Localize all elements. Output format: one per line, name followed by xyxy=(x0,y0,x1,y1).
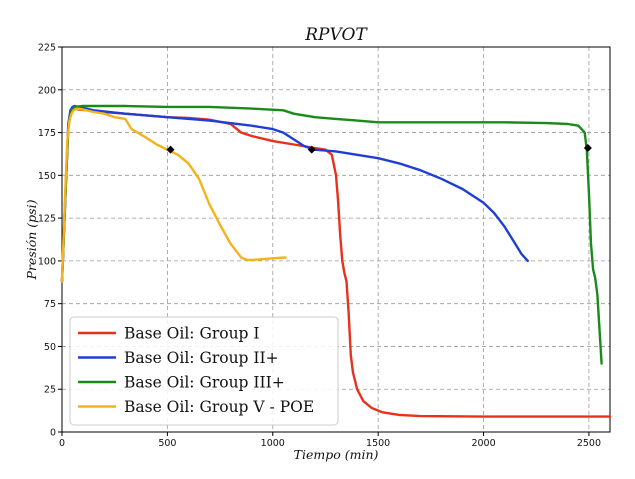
y-tick-label: 175 xyxy=(38,128,56,139)
diamond-marker-1 xyxy=(166,145,175,154)
legend: Base Oil: Group I Base Oil: Group II+ Base… xyxy=(69,316,339,426)
legend-entry-label: Base Oil: Group V - POE xyxy=(124,398,314,416)
legend-entry-label: Base Oil: Group I xyxy=(124,325,260,343)
x-tick-label: 500 xyxy=(158,438,176,449)
legend-box xyxy=(69,316,339,426)
diamond-markers xyxy=(166,143,592,154)
x-tick-label: 0 xyxy=(59,438,65,449)
x-axis-label: Tiempo (min) xyxy=(294,447,379,462)
plot-area-frame xyxy=(61,46,611,433)
legend-entry-label: Base Oil: Group III+ xyxy=(124,374,285,392)
y-tick-label: 225 xyxy=(38,43,56,54)
axis-ticks: 0 500 1000 1500 2000 2500 0 25 50 75 100 125 150 175 2… xyxy=(38,43,601,450)
y-tick-label: 125 xyxy=(38,214,56,225)
series-line-3 xyxy=(60,104,603,365)
legend-entry-label: Base Oil: Group II+ xyxy=(124,349,279,367)
diamond-marker-2 xyxy=(307,145,316,154)
x-tick-label: 1000 xyxy=(261,438,285,449)
x-tick-label: 1500 xyxy=(366,438,390,449)
y-tick-label: 200 xyxy=(38,85,56,96)
y-tick-label: 150 xyxy=(38,171,56,182)
y-tick-label: 75 xyxy=(44,299,56,310)
series-line-4 xyxy=(60,107,287,283)
series-lines xyxy=(60,104,612,418)
diamond-marker-3 xyxy=(583,143,592,152)
y-tick-label: 25 xyxy=(44,385,56,396)
x-tick-label: 2000 xyxy=(471,438,495,449)
y-tick-label: 0 xyxy=(50,428,56,439)
x-tick-label: 2500 xyxy=(577,438,601,449)
chart-title: RPVOT xyxy=(304,25,368,45)
y-axis-label: Presión (psi) xyxy=(24,199,39,280)
y-tick-label: 50 xyxy=(44,342,56,353)
y-tick-label: 100 xyxy=(38,256,56,267)
